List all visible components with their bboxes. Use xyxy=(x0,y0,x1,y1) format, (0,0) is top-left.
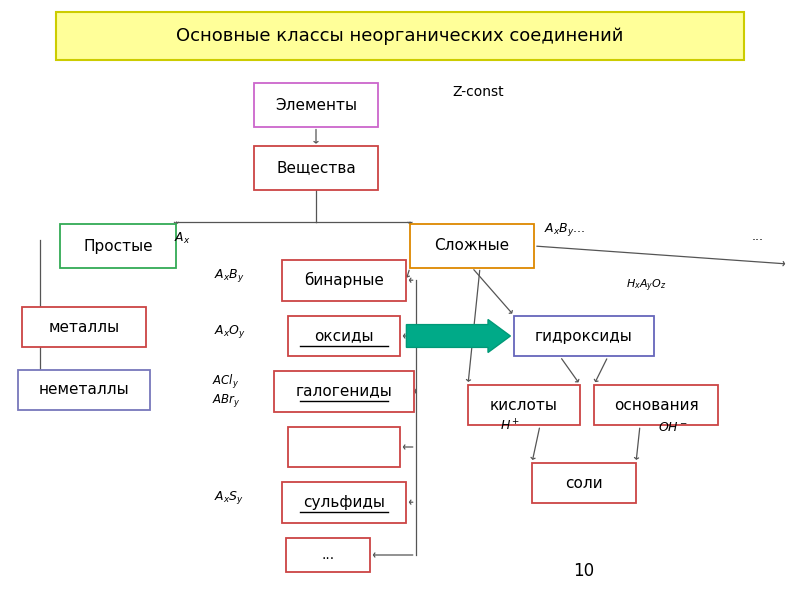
FancyBboxPatch shape xyxy=(286,538,370,572)
FancyBboxPatch shape xyxy=(288,427,400,467)
Text: $A_xB_y$...: $A_xB_y$... xyxy=(544,221,586,238)
Text: галогениды: галогениды xyxy=(296,384,392,398)
Text: бинарные: бинарные xyxy=(304,272,384,288)
Text: металлы: металлы xyxy=(49,319,119,335)
Text: сульфиды: сульфиды xyxy=(303,494,385,510)
FancyBboxPatch shape xyxy=(514,316,654,356)
FancyBboxPatch shape xyxy=(282,482,406,523)
FancyBboxPatch shape xyxy=(254,146,378,190)
FancyBboxPatch shape xyxy=(594,385,718,425)
Text: $A_xO_y$: $A_xO_y$ xyxy=(214,323,246,340)
FancyBboxPatch shape xyxy=(22,307,146,347)
Text: Простые: Простые xyxy=(83,238,154,253)
Text: кислоты: кислоты xyxy=(490,397,558,413)
FancyBboxPatch shape xyxy=(56,12,744,60)
Text: 10: 10 xyxy=(574,562,594,580)
Text: Z-const: Z-const xyxy=(452,85,504,99)
Text: $H_xA_yO_z$: $H_xA_yO_z$ xyxy=(626,277,666,294)
Text: соли: соли xyxy=(565,475,603,491)
Text: $A_x$: $A_x$ xyxy=(174,231,191,246)
Text: $ACl_y$: $ACl_y$ xyxy=(212,373,239,391)
Text: основания: основания xyxy=(614,397,698,413)
Text: Элементы: Элементы xyxy=(275,97,357,113)
Text: ...: ... xyxy=(752,230,764,243)
Text: неметаллы: неметаллы xyxy=(38,383,130,397)
FancyBboxPatch shape xyxy=(61,224,176,268)
Text: Вещества: Вещества xyxy=(276,160,356,175)
Text: $A_xB_y$: $A_xB_y$ xyxy=(214,267,245,284)
Text: оксиды: оксиды xyxy=(314,329,374,343)
Text: $OH^-$: $OH^-$ xyxy=(658,421,688,434)
Text: Сложные: Сложные xyxy=(434,238,510,253)
FancyBboxPatch shape xyxy=(18,370,150,410)
FancyBboxPatch shape xyxy=(282,260,406,301)
FancyBboxPatch shape xyxy=(288,316,400,356)
Text: $ABr_y$: $ABr_y$ xyxy=(212,392,241,409)
FancyBboxPatch shape xyxy=(410,224,534,268)
Text: $A_xS_y$: $A_xS_y$ xyxy=(214,489,244,506)
FancyBboxPatch shape xyxy=(532,463,636,503)
FancyBboxPatch shape xyxy=(254,83,378,127)
FancyBboxPatch shape xyxy=(274,371,414,412)
Polygon shape xyxy=(406,319,510,352)
Text: ...: ... xyxy=(322,548,334,562)
Text: $H^+$: $H^+$ xyxy=(500,419,520,434)
Text: гидроксиды: гидроксиды xyxy=(535,329,633,343)
Text: Основные классы неорганических соединений: Основные классы неорганических соединени… xyxy=(176,27,624,45)
FancyBboxPatch shape xyxy=(468,385,580,425)
